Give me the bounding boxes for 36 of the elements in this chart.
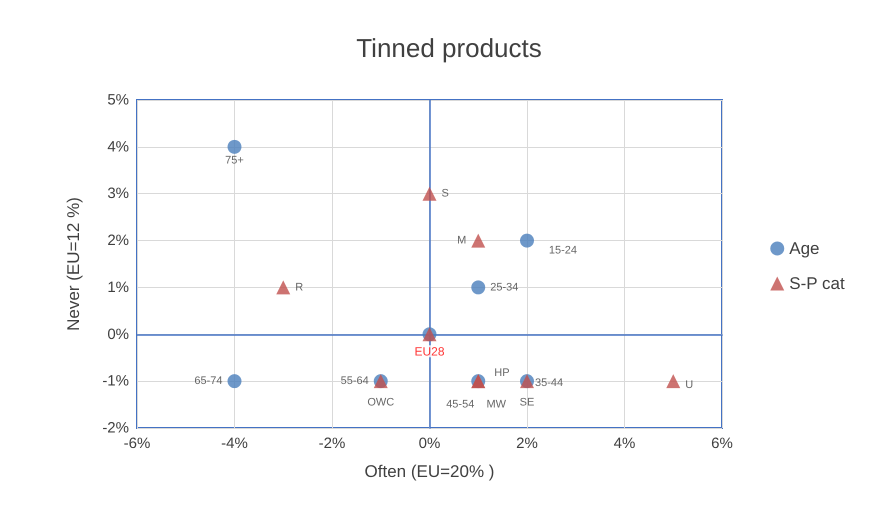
data-label: R bbox=[295, 281, 304, 294]
x-tick-label: 4% bbox=[614, 435, 636, 452]
data-label: 25-34 bbox=[490, 281, 518, 294]
data-label: SE bbox=[520, 396, 534, 409]
x-tick-label: 2% bbox=[516, 435, 538, 452]
x-tick-label: -6% bbox=[124, 435, 150, 452]
x-tick-label: 0% bbox=[418, 435, 440, 452]
y-tick-label: 2% bbox=[107, 232, 129, 250]
data-label: 55-64 bbox=[340, 375, 369, 388]
x-tick-label: -2% bbox=[318, 435, 346, 452]
data-label: HP bbox=[494, 367, 510, 380]
y-tick-label: 3% bbox=[107, 185, 129, 202]
annotation: EU28 bbox=[414, 344, 445, 358]
x-axis-title: Often (EU=20% ) bbox=[364, 462, 494, 481]
data-label: S bbox=[442, 188, 449, 200]
data-label: 45-54 bbox=[446, 398, 474, 411]
data-label: 65-74 bbox=[194, 375, 222, 388]
y-tick-label: -1% bbox=[102, 372, 129, 390]
data-label: 75+ bbox=[225, 154, 244, 166]
y-axis-title: Never (EU=12 %) bbox=[64, 197, 83, 331]
data-label: 35-44 bbox=[535, 377, 564, 390]
data-label: U bbox=[685, 379, 694, 392]
legend-label: S-P cat bbox=[789, 274, 845, 293]
data-label: 15-24 bbox=[548, 244, 577, 257]
data-label: MW bbox=[486, 398, 507, 411]
y-tick-label: 4% bbox=[107, 138, 129, 156]
y-tick-label: 5% bbox=[107, 92, 129, 108]
x-tick-label: -4% bbox=[221, 435, 248, 452]
data-label: M bbox=[457, 234, 466, 247]
y-tick-label: 1% bbox=[107, 278, 129, 296]
data-label: OWC bbox=[367, 396, 394, 409]
chart-title: Tinned products bbox=[356, 33, 542, 63]
x-tick-label: 6% bbox=[711, 435, 733, 452]
y-tick-label: 0% bbox=[107, 326, 129, 343]
y-tick-label: -2% bbox=[102, 420, 129, 436]
legend-label: Age bbox=[789, 239, 820, 258]
